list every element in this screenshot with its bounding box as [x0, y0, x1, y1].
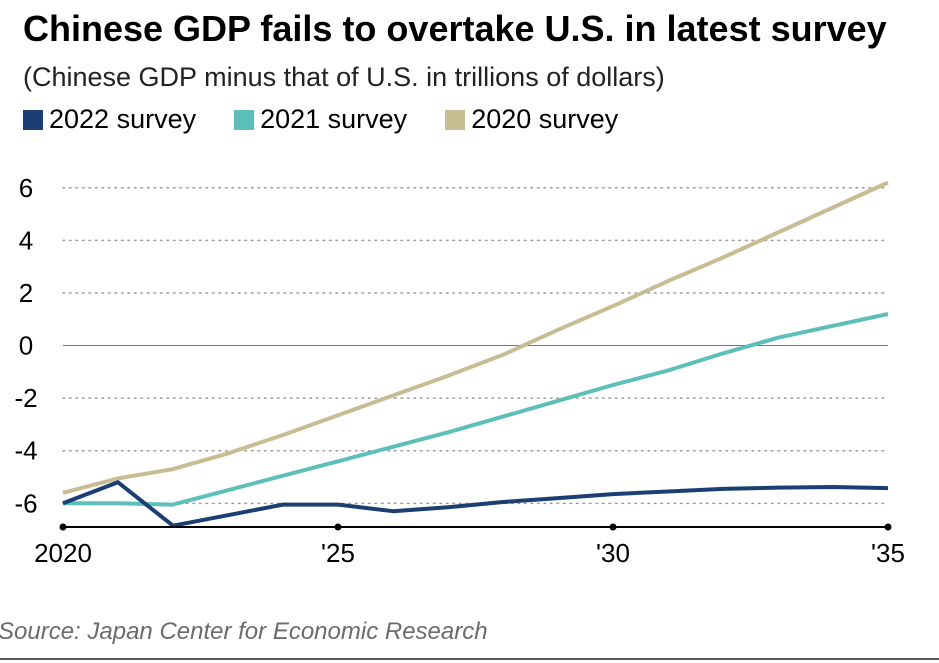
legend-swatch-2021-survey — [234, 109, 255, 130]
x-tick-mark — [334, 523, 342, 531]
y-tick-label: -4 — [14, 436, 37, 466]
series-line-2021-survey — [63, 312, 889, 507]
series-line-2022-survey — [62, 480, 889, 528]
legend-label-2021-survey: 2021 survey — [260, 104, 408, 134]
chart-legend: 2022 survey 2021 survey 2020 survey — [23, 104, 656, 135]
x-tick-mark — [609, 523, 617, 531]
y-tick-label: 6 — [19, 173, 33, 203]
legend-swatch-2022-survey — [23, 109, 43, 130]
x-tick-mark — [884, 523, 892, 531]
y-tick-label: 4 — [19, 225, 33, 255]
legend-swatch-2020-survey — [445, 109, 466, 130]
source-divider — [0, 658, 939, 660]
legend-label-2022-survey: 2022 survey — [49, 104, 197, 134]
legend-item-2022-survey: 2022 survey — [23, 104, 196, 135]
series-line-2020-survey — [62, 180, 889, 495]
x-tick-label: '35 — [871, 538, 905, 568]
source-note: Source: Japan Center for Economic Resear… — [0, 618, 488, 645]
chart-title: Chinese GDP fails to overtake U.S. in la… — [23, 8, 887, 49]
legend-item-2020-survey: 2020 survey — [445, 104, 618, 135]
y-tick-label: 0 — [19, 331, 33, 361]
y-tick-label: 2 — [19, 278, 33, 308]
x-tick-label: 2020 — [34, 538, 92, 568]
chart-subtitle: (Chinese GDP minus that of U.S. in trill… — [23, 62, 665, 92]
legend-item-2021-survey: 2021 survey — [234, 104, 407, 135]
y-tick-label: -2 — [14, 383, 37, 413]
x-tick-mark — [59, 523, 67, 531]
x-tick-label: '25 — [321, 538, 355, 568]
x-tick-label: '30 — [596, 538, 630, 568]
y-tick-label: -6 — [14, 488, 37, 518]
legend-label-2020-survey: 2020 survey — [471, 104, 619, 134]
